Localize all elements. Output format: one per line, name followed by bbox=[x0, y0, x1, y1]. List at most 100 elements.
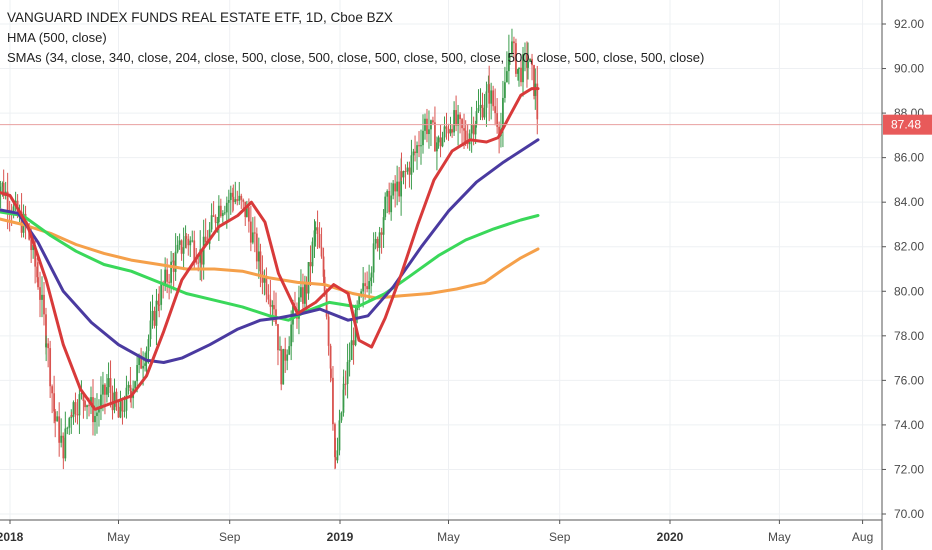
price-candle bbox=[37, 277, 39, 288]
price-candle bbox=[74, 402, 77, 415]
price-candle bbox=[115, 391, 118, 407]
price-candle bbox=[418, 145, 420, 147]
y-tick-label: 82.00 bbox=[894, 240, 924, 254]
price-candle bbox=[217, 205, 220, 223]
price-candle bbox=[178, 240, 181, 245]
price-candle bbox=[41, 294, 43, 300]
price-candle bbox=[236, 199, 239, 201]
price-candle bbox=[60, 435, 63, 443]
price-candle bbox=[117, 406, 120, 418]
price-candle bbox=[410, 155, 413, 175]
legend-smas: SMAs (34, close, 340, close, 204, close,… bbox=[7, 50, 705, 65]
price-candle bbox=[485, 91, 488, 108]
price-candle bbox=[221, 213, 224, 217]
price-candle bbox=[80, 393, 83, 395]
price-candle bbox=[199, 249, 202, 263]
price-candle bbox=[529, 58, 531, 62]
price-candle bbox=[88, 405, 90, 407]
price-candle bbox=[225, 202, 228, 213]
price-candle bbox=[362, 283, 365, 292]
price-candle bbox=[98, 409, 100, 413]
x-tick-label: Sep bbox=[219, 530, 241, 544]
price-candle bbox=[504, 82, 506, 98]
price-candle bbox=[265, 276, 268, 295]
price-candle bbox=[420, 145, 422, 147]
price-candle bbox=[0, 186, 2, 193]
price-candle bbox=[166, 269, 169, 282]
price-candle bbox=[30, 239, 33, 251]
price-candle bbox=[370, 277, 373, 282]
price-candle bbox=[210, 215, 213, 230]
price-candle bbox=[280, 349, 283, 385]
price-candle bbox=[374, 238, 377, 244]
price-candle bbox=[208, 229, 211, 244]
price-candle bbox=[100, 394, 102, 410]
x-tick-label: 2018 bbox=[0, 530, 24, 544]
price-candle bbox=[457, 114, 459, 126]
price-candle bbox=[45, 314, 47, 348]
price-candle bbox=[191, 240, 194, 242]
price-candle bbox=[445, 126, 448, 129]
price-candle bbox=[245, 207, 248, 217]
legend-title: VANGUARD INDEX FUNDS REAL ESTATE ETF, 1D… bbox=[7, 10, 393, 25]
price-candle bbox=[522, 54, 524, 83]
price-candle bbox=[259, 251, 262, 272]
price-candle bbox=[400, 171, 403, 178]
price-candle bbox=[170, 261, 173, 283]
price-candle bbox=[334, 457, 337, 461]
price-candle bbox=[78, 394, 81, 416]
price-candle bbox=[286, 354, 289, 361]
price-candle bbox=[316, 227, 319, 234]
legend-hma: HMA (500, close) bbox=[7, 30, 107, 45]
price-candle bbox=[474, 123, 477, 135]
price-candle bbox=[404, 171, 407, 173]
price-bars bbox=[0, 28, 539, 470]
price-candle bbox=[223, 212, 226, 214]
price-candle bbox=[370, 272, 373, 278]
price-candle bbox=[481, 104, 484, 118]
x-tick-label: May bbox=[107, 530, 130, 544]
x-axis: 2018 May Sep 2019 May Sep 2020 May Aug bbox=[0, 520, 873, 544]
price-candle bbox=[472, 124, 475, 135]
price-candle bbox=[526, 53, 528, 68]
price-candle bbox=[127, 384, 130, 388]
y-tick-label: 76.00 bbox=[894, 373, 924, 387]
price-candle bbox=[62, 435, 65, 438]
price-candle bbox=[182, 247, 185, 254]
x-tick-label: May bbox=[437, 530, 460, 544]
y-tick-label: 92.00 bbox=[894, 17, 924, 31]
price-candle bbox=[334, 424, 336, 458]
price-candle bbox=[149, 320, 152, 340]
price-candle bbox=[267, 294, 270, 300]
series-line-sma-500 bbox=[0, 217, 540, 300]
price-candle bbox=[536, 83, 539, 120]
price-candle bbox=[147, 339, 150, 352]
price-candle bbox=[477, 107, 480, 112]
price-candle bbox=[68, 418, 71, 428]
price-candle bbox=[251, 232, 254, 243]
price-candle bbox=[464, 130, 467, 142]
price-candle bbox=[102, 384, 104, 395]
price-candle bbox=[247, 207, 250, 222]
price-candle bbox=[227, 200, 230, 203]
price-candle bbox=[492, 90, 495, 107]
price-candle bbox=[12, 206, 15, 215]
price-candle bbox=[434, 122, 436, 152]
price-candle bbox=[309, 262, 312, 267]
price-candle bbox=[72, 402, 75, 417]
price-candle bbox=[490, 90, 493, 104]
price-candle bbox=[193, 240, 196, 261]
price-candle bbox=[366, 286, 369, 290]
price-candle bbox=[277, 324, 279, 351]
price-candle bbox=[216, 222, 219, 224]
price-candle bbox=[479, 104, 482, 108]
price-candle bbox=[533, 65, 535, 96]
price-candle bbox=[229, 192, 232, 201]
price-candle bbox=[109, 378, 112, 393]
y-tick-label: 84.00 bbox=[894, 195, 924, 209]
price-candle bbox=[384, 196, 387, 218]
price-candle bbox=[136, 365, 139, 382]
price-candle bbox=[470, 124, 473, 134]
price-candle bbox=[398, 181, 401, 197]
